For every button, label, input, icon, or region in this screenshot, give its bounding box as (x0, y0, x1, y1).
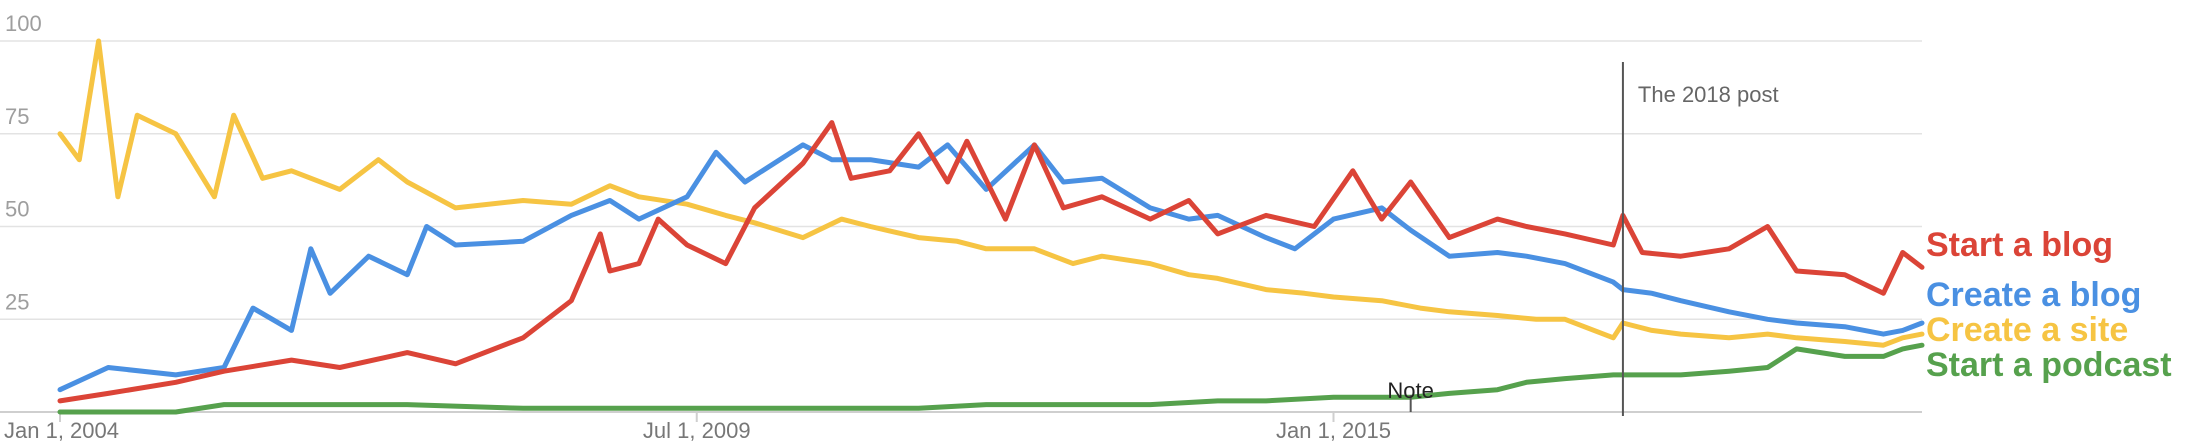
x-axis-ticks: Jan 1, 2004 Jul 1, 2009 Jan 1, 2015 (4, 412, 1391, 443)
y-axis-ticks: 25 50 75 100 (5, 11, 42, 314)
annotation-label: The 2018 post (1638, 82, 1779, 107)
legend-label-start-a-blog: Start a blog (1926, 226, 2113, 264)
series-line-start-a-blog (57, 120, 1925, 404)
x-tick-label: Jul 1, 2009 (643, 418, 751, 443)
series-line-create-a-blog (57, 142, 1925, 393)
grid (0, 40, 1922, 413)
y-tick-label: 100 (5, 11, 42, 36)
x-tick-label: Jan 1, 2004 (4, 418, 119, 443)
y-tick-label: 25 (5, 289, 29, 314)
note-label: Note (1387, 378, 1433, 403)
annotations: The 2018 post Note (1387, 62, 1779, 416)
series-line-start-a-podcast (57, 342, 1925, 415)
y-tick-label: 75 (5, 104, 29, 129)
legend-label-create-a-site: Create a site (1926, 311, 2128, 349)
x-tick-label: Jan 1, 2015 (1276, 418, 1391, 443)
y-tick-label: 50 (5, 197, 29, 222)
legend-label-start-a-podcast: Start a podcast (1926, 346, 2172, 384)
legend-label-create-a-blog: Create a blog (1926, 276, 2141, 314)
series-line-create-a-site (57, 38, 1925, 348)
series-lines (57, 38, 1925, 415)
